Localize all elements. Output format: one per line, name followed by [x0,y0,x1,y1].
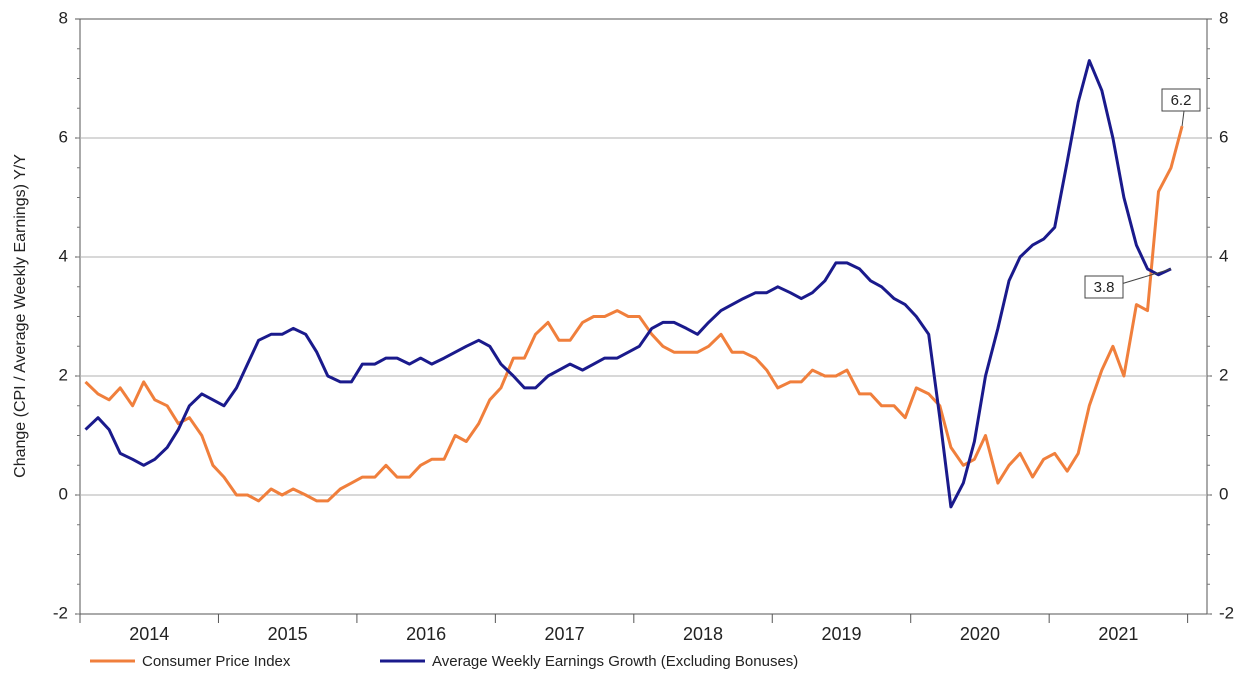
y2-tick-label: -2 [1219,603,1234,622]
annotation: 3.8 [1094,279,1115,296]
y-tick-label: 4 [59,246,68,265]
annotation-leader [1181,110,1185,127]
y-tick-label: 6 [59,127,68,146]
annotation-leader [1120,268,1172,285]
y-axis-title: Change (CPI / Average Weekly Earnings) Y… [12,154,29,478]
y2-tick-label: 4 [1219,246,1228,265]
y-tick-label: 2 [59,365,68,384]
x-tick-label: 2017 [545,624,585,644]
x-tick-label: 2015 [268,624,308,644]
y-tick-label: 0 [59,484,68,503]
annotation: 6.2 [1171,92,1192,109]
y2-tick-label: 2 [1219,365,1228,384]
series-line [84,125,1184,503]
legend-label: Average Weekly Earnings Growth (Excludin… [432,653,798,670]
legend-label: Consumer Price Index [142,653,291,670]
annotation-box [1161,88,1201,112]
series-line [84,59,1172,509]
x-tick-label: 2020 [960,624,1000,644]
x-tick-label: 2014 [129,624,169,644]
y2-tick-label: 6 [1219,127,1228,146]
y-tick-label: -2 [53,603,68,622]
x-tick-label: 2019 [821,624,861,644]
y-tick-label: 8 [59,8,68,27]
x-tick-label: 2018 [683,624,723,644]
x-tick-label: 2016 [406,624,446,644]
annotation-box [1084,275,1124,299]
x-tick-label: 2021 [1098,624,1138,644]
y2-tick-label: 0 [1219,484,1228,503]
plot-frame [79,18,1208,615]
y2-tick-label: 8 [1219,8,1228,27]
